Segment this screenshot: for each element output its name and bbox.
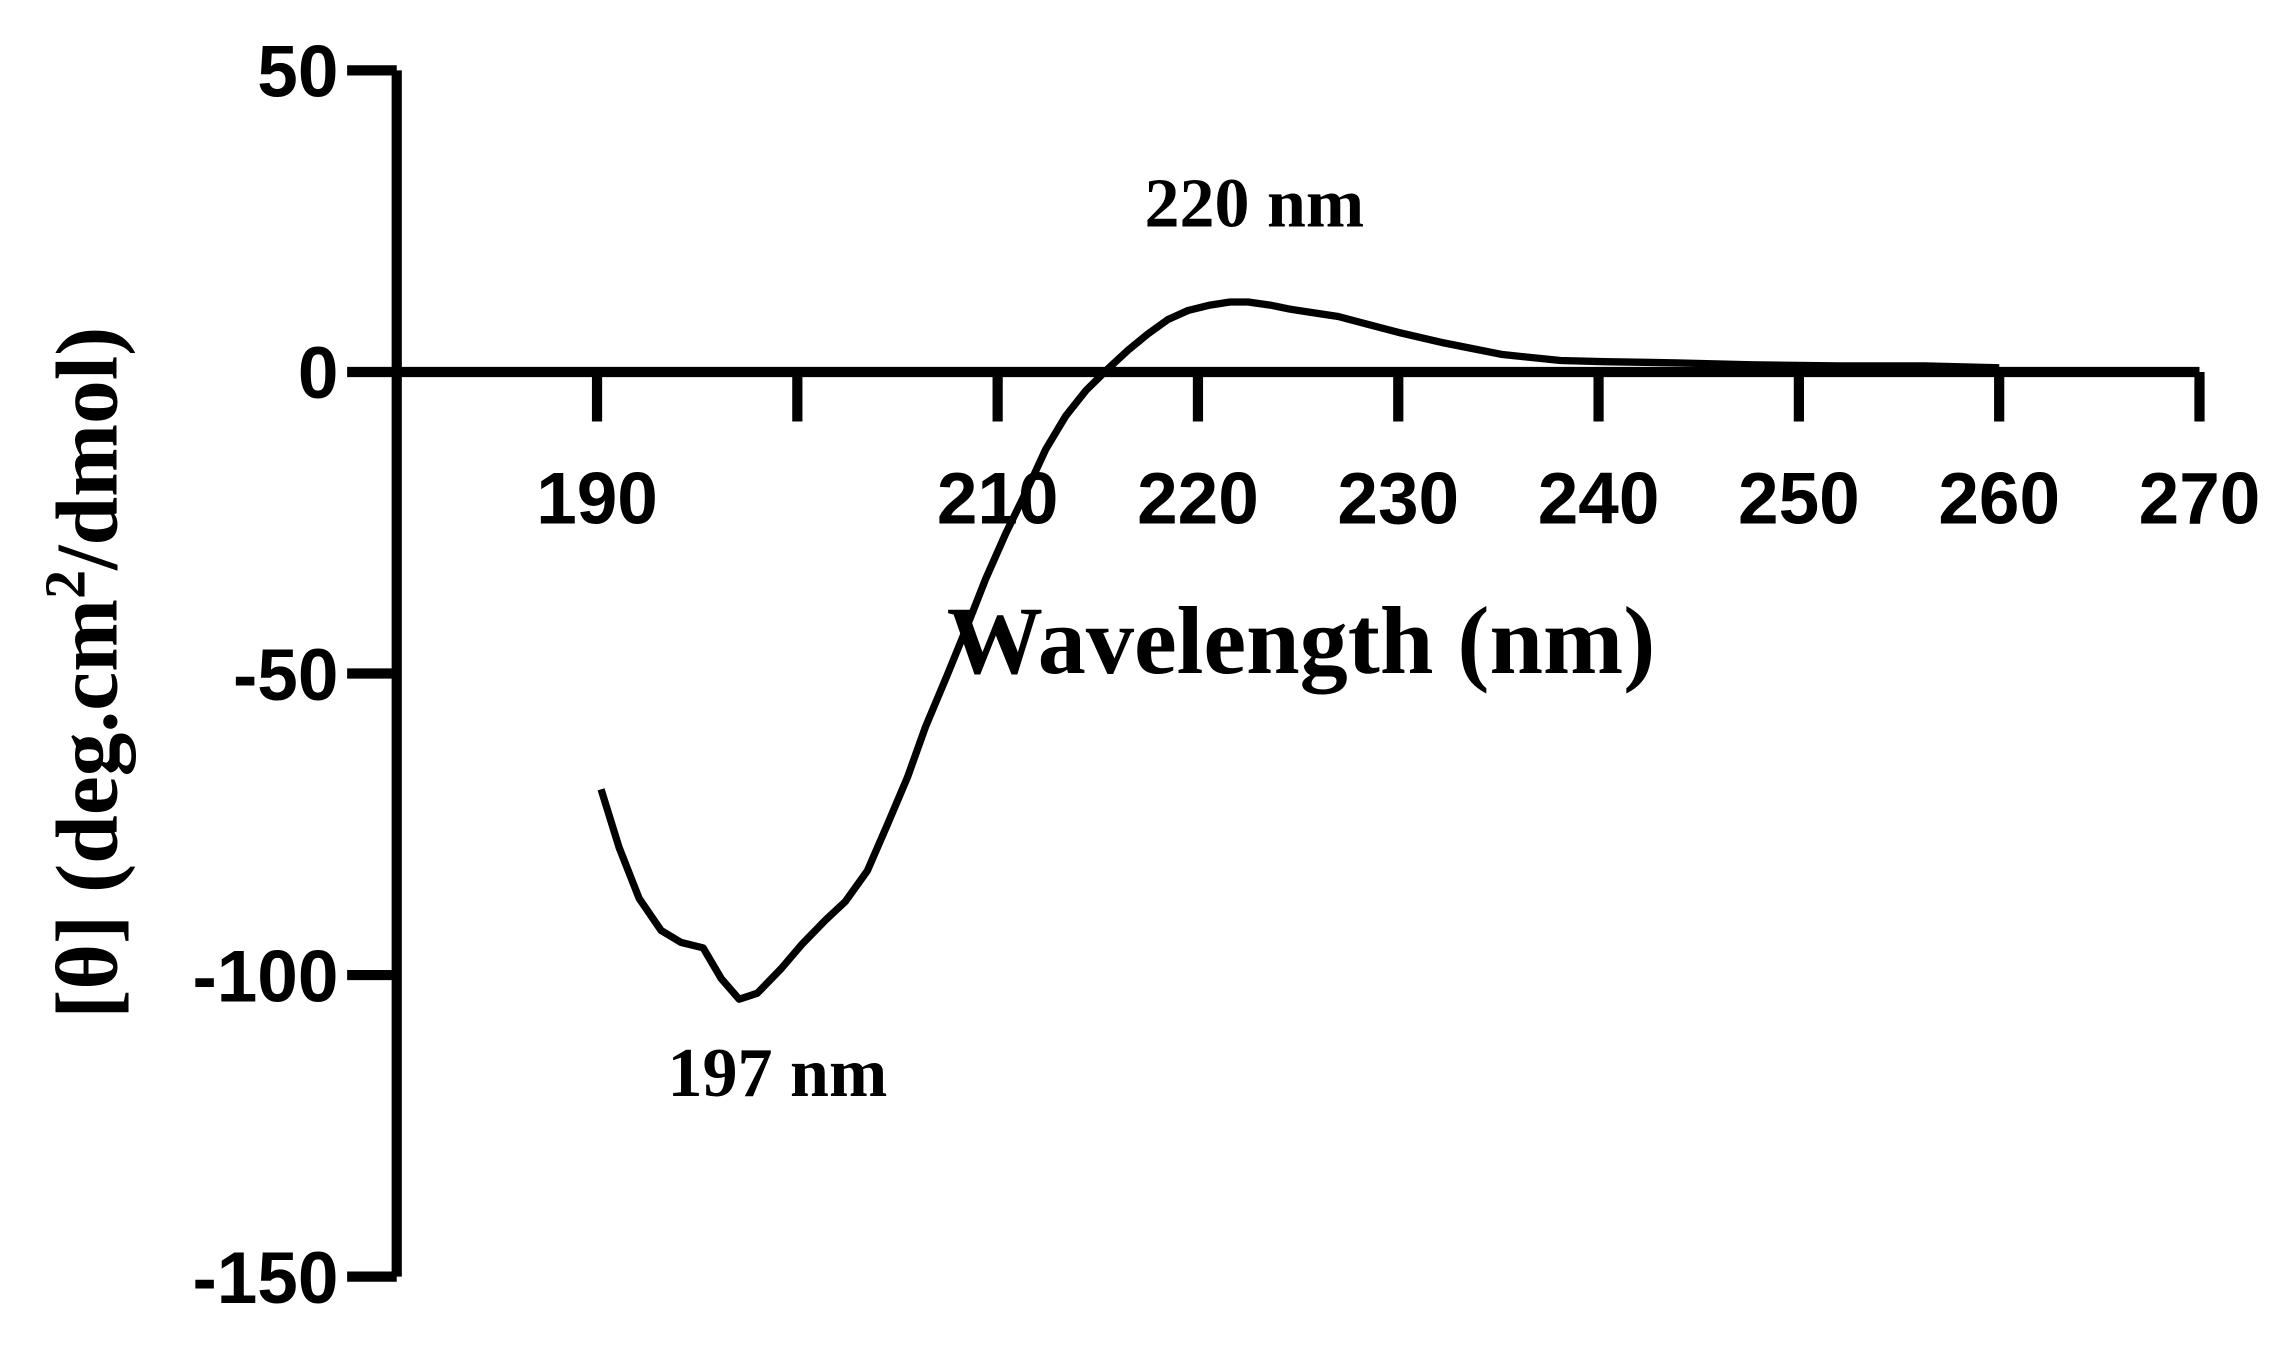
x-tick-label: 220 xyxy=(1137,459,1259,540)
x-tick-label: 190 xyxy=(536,459,658,540)
annotation: 220 nm xyxy=(1144,165,1364,242)
annotation: 197 nm xyxy=(668,1035,888,1112)
y-axis-label: [θ] (deg.cm2/dmol) xyxy=(32,327,136,1019)
y-tick-label: -100 xyxy=(192,936,338,1017)
x-tick-label: 230 xyxy=(1337,459,1459,540)
x-tick-label: 210 xyxy=(937,459,1059,540)
x-tick-label: 270 xyxy=(2139,459,2261,540)
x-tick-label: 250 xyxy=(1738,459,1860,540)
x-tick-label: 240 xyxy=(1538,459,1660,540)
y-tick-label: -50 xyxy=(233,635,338,716)
y-axis-label-part: [θ] (deg.cm xyxy=(39,599,136,1019)
y-tick-label: -150 xyxy=(192,1238,338,1319)
data-line xyxy=(597,298,2000,1003)
y-tick-label: 0 xyxy=(298,333,339,414)
y-axis-label-sup: 2 xyxy=(32,570,97,599)
x-tick-label: 260 xyxy=(1938,459,2060,540)
y-axis-label-part: /dmol) xyxy=(39,327,136,571)
x-axis-label: Wavelength (nm) xyxy=(947,587,1655,694)
y-tick-label: 50 xyxy=(257,32,338,113)
